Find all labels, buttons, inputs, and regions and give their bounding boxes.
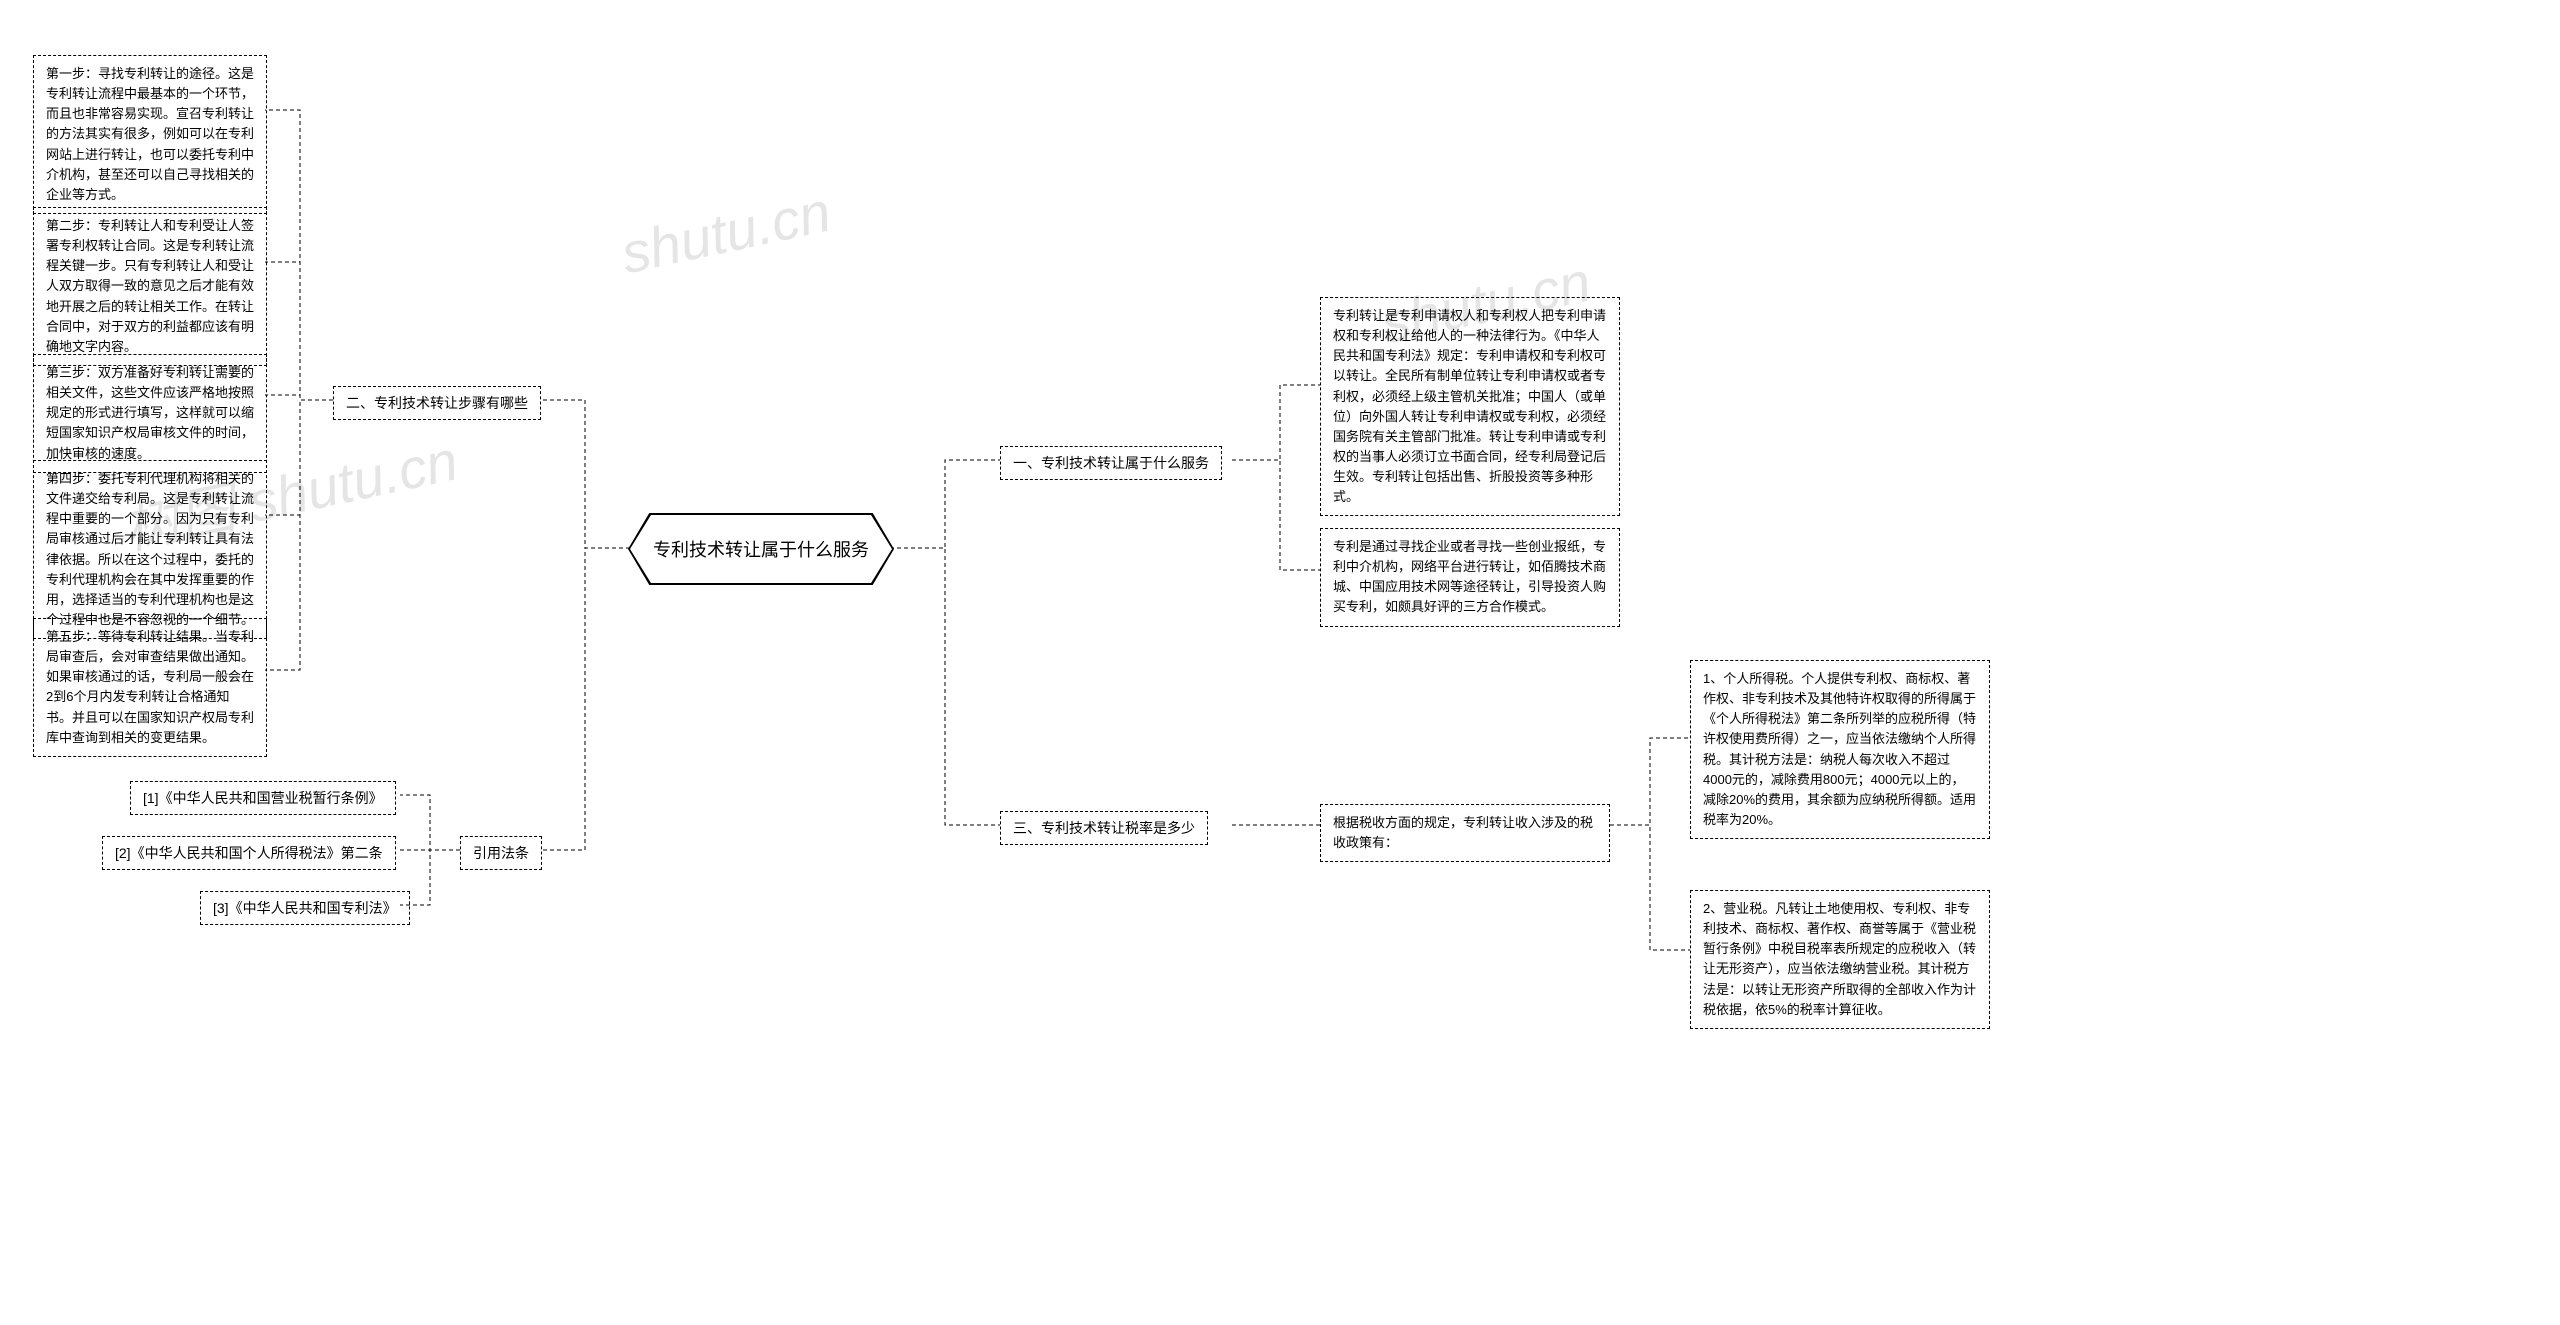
branch-4-label: 引用法条 [473, 845, 529, 861]
branch-3-intermediary: 根据税收方面的规定，专利转让收入涉及的税收政策有： [1320, 804, 1610, 862]
leaf-text: [1]《中华人民共和国营业税暂行条例》 [143, 790, 383, 806]
branch-1-leaf-1: 专利是通过寻找企业或者寻找一些创业报纸，专利中介机构，网络平台进行转让，如佰腾技… [1320, 528, 1620, 627]
branch-1-label: 一、专利技术转让属于什么服务 [1013, 455, 1209, 471]
leaf-text: 1、个人所得税。个人提供专利权、商标权、著作权、非专利技术及其他特许权取得的所得… [1703, 671, 1976, 827]
branch-3-leaf-0: 1、个人所得税。个人提供专利权、商标权、著作权、非专利技术及其他特许权取得的所得… [1690, 660, 1990, 839]
branch-2-label: 二、专利技术转让步骤有哪些 [346, 395, 528, 411]
branch-4: 引用法条 [460, 836, 542, 870]
leaf-text: 专利转让是专利申请权人和专利权人把专利申请权和专利权让给他人的一种法律行为。《中… [1333, 308, 1606, 504]
branch-2: 二、专利技术转让步骤有哪些 [333, 386, 541, 420]
leaf-text: 第五步：等待专利转让结果。当专利局审查后，会对审查结果做出通知。如果审核通过的话… [46, 629, 254, 745]
branch-3-leaf-1: 2、营业税。凡转让土地使用权、专利权、非专利技术、商标权、著作权、商誉等属于《营… [1690, 890, 1990, 1029]
leaf-text: 第三步：双方准备好专利转让需要的相关文件，这些文件应该严格地按照规定的形式进行填… [46, 365, 254, 461]
leaf-text: [3]《中华人民共和国专利法》 [213, 900, 397, 916]
leaf-text: 专利是通过寻找企业或者寻找一些创业报纸，专利中介机构，网络平台进行转让，如佰腾技… [1333, 539, 1606, 614]
branch-2-leaf-0: 第一步：寻找专利转让的途径。这是专利转让流程中最基本的一个环节，而且也非常容易实… [33, 55, 267, 214]
branch-4-leaf-2: [3]《中华人民共和国专利法》 [200, 891, 410, 925]
branch-3: 三、专利技术转让税率是多少 [1000, 811, 1208, 845]
branch-4-leaf-1: [2]《中华人民共和国个人所得税法》第二条 [102, 836, 396, 870]
leaf-text: 第二步：专利转让人和专利受让人签署专利权转让合同。这是专利转让流程关键一步。只有… [46, 218, 254, 354]
branch-1: 一、专利技术转让属于什么服务 [1000, 446, 1222, 480]
leaf-text: 第一步：寻找专利转让的途径。这是专利转让流程中最基本的一个环节，而且也非常容易实… [46, 66, 254, 202]
branch-2-leaf-4: 第五步：等待专利转让结果。当专利局审查后，会对审查结果做出通知。如果审核通过的话… [33, 618, 267, 757]
watermark: shutu.cn [616, 179, 837, 287]
branch-1-leaf-0: 专利转让是专利申请权人和专利权人把专利申请权和专利权让给他人的一种法律行为。《中… [1320, 297, 1620, 516]
branch-3-label: 三、专利技术转让税率是多少 [1013, 820, 1195, 836]
branch-2-leaf-3: 第四步：委托专利代理机构将相关的文件递交给专利局。这是专利转让流程中重要的一个部… [33, 460, 267, 639]
branch-4-leaf-0: [1]《中华人民共和国营业税暂行条例》 [130, 781, 396, 815]
branch-2-leaf-2: 第三步：双方准备好专利转让需要的相关文件，这些文件应该严格地按照规定的形式进行填… [33, 354, 267, 473]
center-node: 专利技术转让属于什么服务 [630, 515, 892, 583]
leaf-text: 第四步：委托专利代理机构将相关的文件递交给专利局。这是专利转让流程中重要的一个部… [46, 471, 254, 627]
leaf-text: 2、营业税。凡转让土地使用权、专利权、非专利技术、商标权、著作权、商誉等属于《营… [1703, 901, 1976, 1017]
leaf-text: 根据税收方面的规定，专利转让收入涉及的税收政策有： [1333, 815, 1593, 850]
branch-2-leaf-1: 第二步：专利转让人和专利受让人签署专利权转让合同。这是专利转让流程关键一步。只有… [33, 207, 267, 366]
connectors [0, 0, 2560, 1325]
center-title: 专利技术转让属于什么服务 [653, 536, 869, 562]
leaf-text: [2]《中华人民共和国个人所得税法》第二条 [115, 845, 383, 861]
